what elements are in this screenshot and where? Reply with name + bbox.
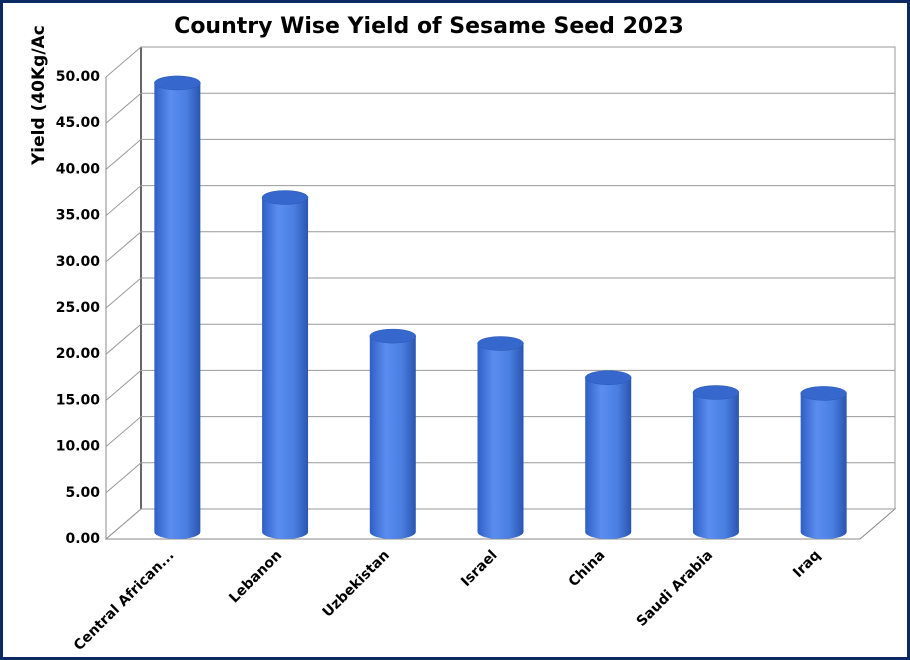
bar-cap bbox=[261, 190, 309, 205]
x-tick-label: Central African... bbox=[71, 547, 178, 654]
bar-cap bbox=[369, 328, 417, 344]
bar-cap bbox=[584, 370, 632, 385]
y-tick-label: 35.00 bbox=[56, 208, 101, 224]
y-tick-label: 45.00 bbox=[56, 115, 101, 131]
y-tick-label: 15.00 bbox=[56, 392, 101, 408]
y-axis-label: Yield (40Kg/Ac bbox=[29, 25, 49, 166]
y-tick-label: 50.00 bbox=[56, 69, 101, 85]
y-tick-label: 0.00 bbox=[65, 531, 100, 547]
bar-cap bbox=[800, 386, 847, 401]
x-tick-label: Israel bbox=[458, 547, 501, 590]
grid-line bbox=[105, 46, 895, 78]
bar-cap bbox=[477, 336, 524, 351]
bar bbox=[369, 336, 416, 540]
bar bbox=[477, 343, 524, 540]
x-tick-label: Iraq bbox=[790, 547, 824, 581]
grid-line bbox=[105, 92, 895, 124]
bar bbox=[585, 377, 632, 540]
x-tick-label: Lebanon bbox=[226, 547, 285, 606]
grid-line bbox=[105, 416, 895, 447]
y-tick-label: 10.00 bbox=[56, 439, 101, 455]
grid-line bbox=[105, 138, 895, 170]
bar bbox=[154, 82, 201, 540]
grid-line bbox=[105, 185, 895, 216]
x-tick-label: Uzbekistan bbox=[320, 547, 393, 620]
chart: Country Wise Yield of Sesame Seed 2023 Y… bbox=[29, 14, 897, 654]
grid-line bbox=[105, 277, 895, 309]
bar bbox=[692, 392, 739, 540]
y-tick-label: 20.00 bbox=[56, 346, 101, 362]
chart-title: Country Wise Yield of Sesame Seed 2023 bbox=[174, 14, 684, 39]
y-tick-label: 25.00 bbox=[56, 300, 101, 316]
bar bbox=[800, 393, 847, 540]
grid-line bbox=[105, 508, 895, 540]
bar-cap bbox=[154, 75, 201, 91]
y-tick-label: 30.00 bbox=[56, 254, 101, 270]
bar bbox=[262, 197, 309, 540]
y-tick-label: 40.00 bbox=[56, 161, 101, 177]
grid-line bbox=[105, 323, 895, 355]
x-tick-label: Saudi Arabia bbox=[634, 547, 716, 629]
grid-line bbox=[105, 462, 895, 494]
grid-line bbox=[105, 369, 895, 401]
y-tick-label: 5.00 bbox=[65, 485, 100, 501]
x-tick-label: China bbox=[566, 547, 609, 590]
bar-cap bbox=[692, 385, 740, 400]
grid-line bbox=[105, 231, 895, 263]
